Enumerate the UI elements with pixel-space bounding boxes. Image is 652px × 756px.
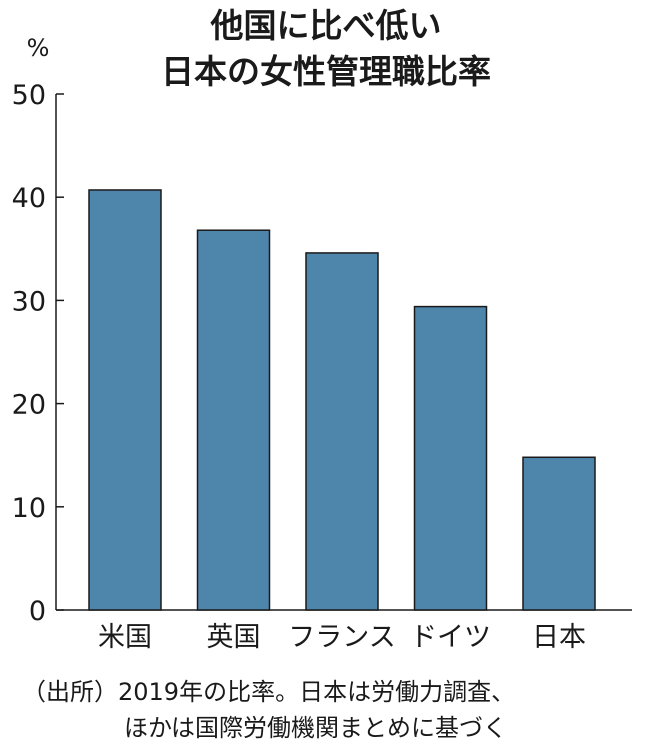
y-tick-label-0: 0: [29, 596, 46, 627]
chart-title-line-1: 他国に比べ低い: [210, 6, 442, 45]
category-label-4: 日本: [532, 622, 586, 653]
y-tick-label-10: 10: [12, 493, 46, 524]
bar-1: [196, 229, 271, 611]
bar-2: [305, 252, 379, 611]
y-tick-label-50: 50: [12, 80, 46, 111]
source-note-line-1: （出所）2019年の比率。日本は労働力調査、: [22, 678, 516, 706]
y-axis-unit: %: [27, 34, 50, 62]
category-label-0: 米国: [98, 622, 152, 653]
bar-chart: % 0 10 20 30 40 50 米国 英国 フランス ドイツ 日本: [12, 34, 632, 653]
y-tick-label-30: 30: [12, 286, 46, 317]
bar-0: [88, 189, 162, 611]
bar-3: [413, 305, 488, 611]
bar-4: [522, 456, 596, 611]
category-label-1: 英国: [207, 622, 261, 653]
y-tick-label-20: 20: [12, 390, 46, 421]
source-note-line-2: ほかは国際労働機関まとめに基づく: [124, 714, 508, 742]
category-label-2: フランス: [288, 622, 395, 653]
category-label-3: ドイツ: [410, 622, 491, 653]
chart-title-line-2: 日本の女性管理職比率: [161, 52, 491, 91]
y-tick-label-40: 40: [12, 183, 46, 214]
